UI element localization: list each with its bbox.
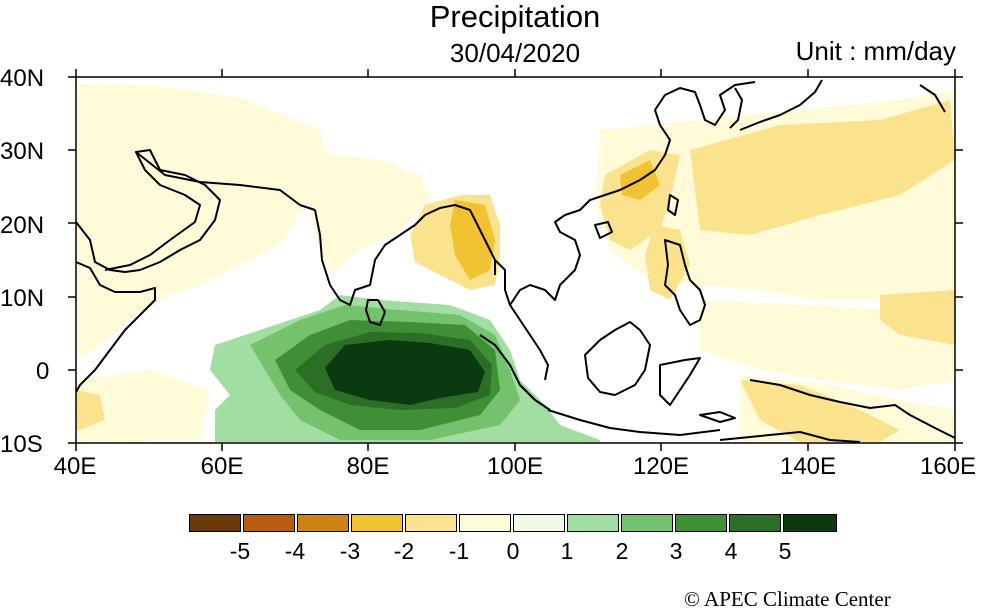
- colorbar-swatch-7: [513, 514, 565, 532]
- lat-label-30n: 30N: [0, 138, 45, 165]
- wet-level-5: [325, 340, 485, 405]
- colorbar-swatch-10: [675, 514, 727, 532]
- coast-indochina: [509, 81, 756, 306]
- coast-borneo: [584, 321, 651, 396]
- coast-sulawesi: [659, 357, 701, 406]
- lon-label-160e: 160E: [919, 453, 977, 480]
- dry-new-guinea: [740, 380, 900, 442]
- unit-label: Unit : mm/day: [795, 36, 956, 66]
- colorbar-swatch-12: [783, 514, 837, 532]
- lon-label-80e: 80E: [346, 453, 390, 480]
- colorbar-swatch-3: [297, 514, 349, 532]
- anomaly-fields: [76, 84, 955, 442]
- map-title: Precipitation: [429, 0, 601, 34]
- coast-iran: [135, 151, 316, 211]
- lon-label-120e: 120E: [632, 453, 690, 480]
- lat-label-20n: 20N: [0, 212, 45, 239]
- coast-hainan: [594, 221, 613, 239]
- colorbar-label: -2: [393, 538, 415, 564]
- colorbar-swatch-8: [567, 514, 619, 532]
- colorbar-label: 4: [724, 538, 738, 564]
- coast-arabia: [75, 149, 221, 273]
- coastlines: [75, 79, 956, 443]
- lon-label-100e: 100E: [486, 453, 544, 480]
- lat-label-10s: 10S: [0, 431, 43, 458]
- coast-sumatra: [479, 334, 551, 411]
- coast-australia: [719, 431, 861, 443]
- sri-lanka: [365, 299, 386, 326]
- coast-myanmar-malaysia: [494, 259, 549, 381]
- lon-label-60e: 60E: [200, 453, 244, 480]
- coast-india: [314, 204, 496, 306]
- coast-taiwan: [667, 194, 679, 216]
- coast-ne-asia: [919, 84, 946, 113]
- colorbar-label: -3: [339, 538, 361, 564]
- colorbar-label: 2: [615, 538, 629, 564]
- lat-label-40n: 40N: [0, 65, 45, 92]
- colorbar-swatch-6: [459, 514, 511, 532]
- colorbar-swatch-5: [405, 514, 457, 532]
- coast-new-guinea: [749, 379, 956, 439]
- colorbar-swatch-11: [729, 514, 781, 532]
- map-date: 30/04/2020: [449, 38, 581, 68]
- colorbar-label: -1: [448, 538, 470, 564]
- colorbar-label: -5: [229, 538, 251, 564]
- colorbar-label: -4: [284, 538, 306, 564]
- dry-west-pacific: [690, 100, 955, 235]
- colorbar-label: 3: [669, 538, 683, 564]
- map-frame: [68, 69, 963, 451]
- dry-east-pacific: [880, 290, 955, 345]
- dry-west-coast: [76, 390, 105, 430]
- coast-korea: [729, 87, 743, 129]
- dry-patch-southwest: [76, 370, 210, 442]
- dry-patch-india: [300, 150, 430, 275]
- coast-japan: [739, 79, 823, 131]
- coast-java: [547, 409, 721, 436]
- dry-bay-bengal-core: [450, 200, 495, 280]
- tick-marks: [68, 69, 963, 451]
- coast-africa: [75, 261, 156, 393]
- coast-philippines: [664, 239, 706, 326]
- lat-label-0: 0: [36, 358, 50, 385]
- lat-label-10n: 10N: [0, 285, 45, 312]
- credit-text: © APEC Climate Center: [684, 587, 891, 611]
- dry-patch-arabia: [76, 84, 330, 360]
- coast-timor: [699, 411, 736, 423]
- lon-label-140e: 140E: [779, 453, 837, 480]
- colorbar-swatch-9: [621, 514, 673, 532]
- lon-label-40e: 40E: [53, 453, 97, 480]
- colorbar-swatch-1: [189, 514, 241, 532]
- colorbar-label: 0: [506, 538, 520, 564]
- colorbar-label: 5: [778, 538, 792, 564]
- colorbar-swatch-4: [351, 514, 403, 532]
- colorbar-label: 1: [560, 538, 574, 564]
- colorbar-swatch-2: [243, 514, 295, 532]
